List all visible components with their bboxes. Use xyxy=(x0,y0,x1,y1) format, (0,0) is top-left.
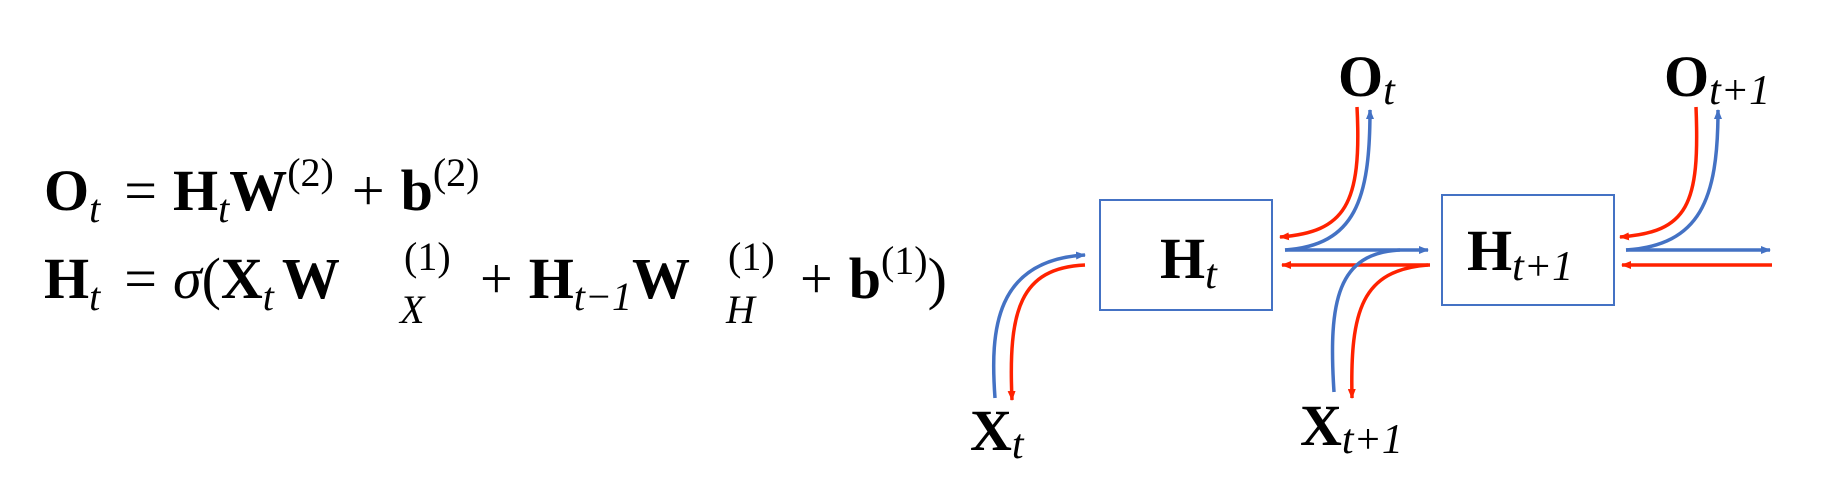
arrow-backward-ot-to-ht xyxy=(1279,106,1360,241)
hidden-state-equation: Ht = σ(Xt W xyxy=(44,246,340,319)
wh-subscript: H xyxy=(725,287,757,332)
wx-superscript: (1) xyxy=(404,234,451,279)
arrow-backward-ht1-to-xt1 xyxy=(1347,263,1429,399)
hidden-state-box-t xyxy=(1099,199,1273,311)
output-equation: Ot = HtW(2) + b(2) xyxy=(44,150,479,231)
arrow-forward-ht-to-ot xyxy=(1284,109,1374,252)
arrow-backward-ot1-to-ht1 xyxy=(1619,106,1699,241)
hidden-equation-tail-2: + b(1)) xyxy=(800,238,947,311)
hidden-state-box-t1 xyxy=(1441,194,1615,306)
node-o-t: Ot xyxy=(1338,44,1396,114)
arrow-forward-xt1-to-ht1 xyxy=(1330,248,1401,393)
wh-superscript: (1) xyxy=(728,234,775,279)
node-x-t1: Xt+1 xyxy=(1300,393,1403,463)
equations: Ot = HtW(2) + b(2) Ht = σ(Xt W (1) X + Ht−1W (1)… xyxy=(44,150,947,332)
hidden-equation-tail-1: + Ht−1W xyxy=(480,246,690,319)
node-x-t: Xt xyxy=(970,398,1025,468)
wx-subscript: X xyxy=(398,287,426,332)
arrow-backward-ht-to-xt xyxy=(1007,263,1086,401)
node-h-t1: Ht+1 xyxy=(1467,218,1573,290)
node-o-t1: Ot+1 xyxy=(1664,44,1770,114)
arrow-forward-ht1-to-ot1 xyxy=(1625,109,1722,252)
arrow-forward-xt-to-ht xyxy=(991,251,1086,399)
node-h-t: Ht xyxy=(1160,226,1218,298)
